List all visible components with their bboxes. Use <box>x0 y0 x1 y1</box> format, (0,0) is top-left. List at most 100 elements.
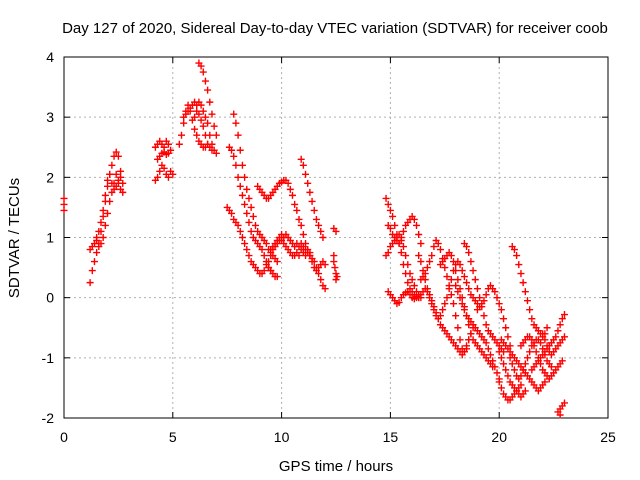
data-point <box>482 339 490 347</box>
data-point <box>195 110 203 118</box>
data-point <box>421 270 429 278</box>
data-point <box>312 215 320 223</box>
data-point <box>467 258 475 266</box>
y-tick-label: 1 <box>46 230 54 246</box>
data-point <box>293 206 301 214</box>
data-point <box>439 306 447 314</box>
data-point <box>97 240 105 248</box>
data-point <box>382 194 390 202</box>
data-point <box>502 366 510 374</box>
data-point <box>495 300 503 308</box>
data-point <box>530 342 538 350</box>
data-point <box>267 267 275 275</box>
data-point <box>175 140 183 148</box>
data-point <box>208 110 216 118</box>
data-point <box>408 276 416 284</box>
data-point <box>236 227 244 235</box>
data-point <box>180 113 188 121</box>
data-point <box>230 110 238 118</box>
data-point <box>443 294 451 302</box>
data-point <box>513 252 521 260</box>
data-point <box>521 288 529 296</box>
data-point <box>228 209 236 217</box>
data-point <box>389 212 397 220</box>
data-point <box>541 378 549 386</box>
data-point <box>241 240 249 248</box>
y-axis-ticks: -2 -1 0 1 2 3 4 <box>42 49 608 426</box>
data-point <box>212 131 220 139</box>
data-point <box>510 246 518 254</box>
data-point <box>541 330 549 338</box>
data-point <box>265 258 273 266</box>
data-point <box>330 252 338 260</box>
data-point <box>169 170 177 178</box>
data-point <box>208 146 216 154</box>
x-axis-ticks: 0 5 10 15 20 25 <box>60 57 616 445</box>
data-point <box>260 252 268 260</box>
data-point <box>404 261 412 269</box>
data-point <box>432 309 440 317</box>
data-point <box>423 264 431 272</box>
series-s10 <box>195 59 220 139</box>
data-point <box>232 119 240 127</box>
data-point <box>397 249 405 257</box>
y-tick-label: 4 <box>46 49 54 65</box>
data-point <box>558 357 566 365</box>
x-tick-label: 15 <box>383 429 399 445</box>
data-point <box>460 273 468 281</box>
data-point <box>262 240 270 248</box>
data-point <box>460 306 468 314</box>
data-point <box>154 173 162 181</box>
data-point <box>386 206 394 214</box>
data-point <box>117 173 125 181</box>
x-tick-label: 10 <box>274 429 290 445</box>
data-point <box>243 246 251 254</box>
series-s11 <box>191 107 212 148</box>
data-point <box>234 173 242 181</box>
data-point <box>543 342 551 350</box>
data-point <box>456 261 464 269</box>
data-point <box>286 185 294 193</box>
data-point <box>99 234 107 241</box>
data-point <box>526 348 534 356</box>
data-point <box>164 140 172 148</box>
data-point <box>495 348 503 356</box>
data-point <box>106 197 114 205</box>
data-point <box>386 224 394 232</box>
data-point <box>452 312 460 320</box>
data-point <box>245 218 253 226</box>
data-point <box>476 294 484 302</box>
data-point <box>495 378 503 386</box>
data-point <box>302 170 310 178</box>
data-point <box>428 252 436 260</box>
data-point <box>426 291 434 299</box>
data-point <box>517 372 525 380</box>
y-tick-label: -2 <box>42 410 55 426</box>
data-point <box>112 170 120 178</box>
data-point <box>415 230 423 238</box>
series-s34 <box>495 378 525 404</box>
data-point <box>101 191 109 199</box>
data-point <box>306 188 314 196</box>
data-point <box>108 161 116 169</box>
data-point <box>186 107 194 115</box>
data-point <box>473 285 481 293</box>
data-point <box>558 315 566 323</box>
data-point <box>114 152 122 160</box>
data-point <box>556 321 564 329</box>
series-s9 <box>180 101 216 154</box>
data-point <box>299 230 307 238</box>
data-point <box>521 360 529 368</box>
data-point <box>508 360 516 368</box>
data-point <box>99 212 107 220</box>
data-point <box>332 227 340 235</box>
x-tick-label: 5 <box>169 429 177 445</box>
data-point <box>60 194 68 202</box>
data-point <box>428 297 436 305</box>
data-point <box>164 149 172 157</box>
data-point <box>160 164 168 172</box>
x-tick-label: 20 <box>491 429 507 445</box>
data-point <box>543 324 551 332</box>
data-point <box>443 273 451 281</box>
data-point <box>306 252 314 260</box>
